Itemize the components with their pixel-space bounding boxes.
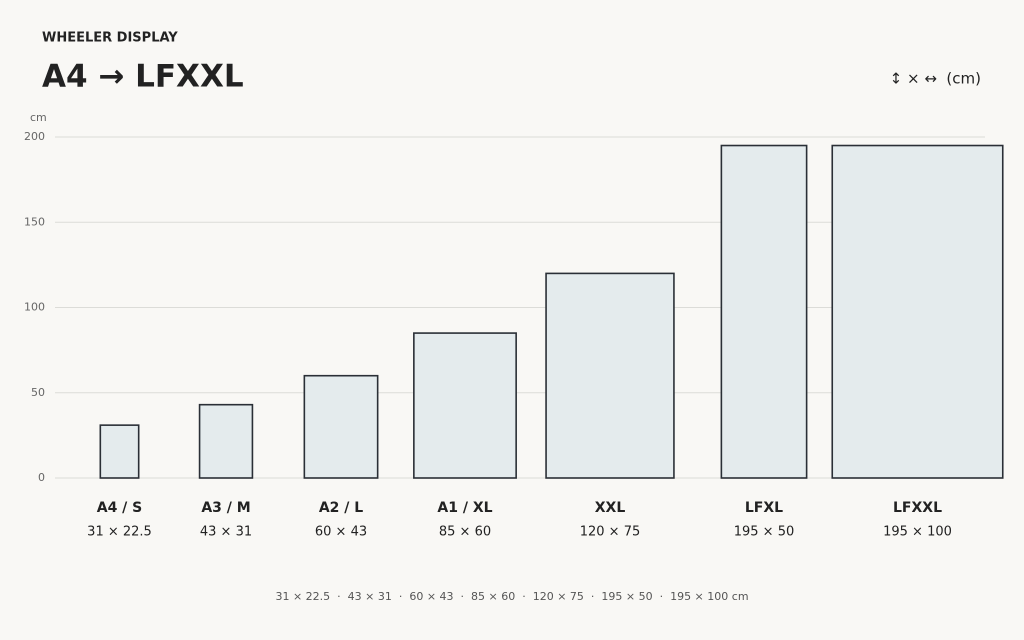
bar: [99, 424, 140, 479]
footnote: 31 × 22.5 · 43 × 31 · 60 × 43 · 85 × 60 …: [275, 590, 748, 603]
x-tick-label: LFXL: [745, 500, 783, 516]
dimension-label: 195 × 100: [883, 525, 952, 540]
x-tick-label: A4 / S: [97, 500, 143, 516]
dimension-label: 195 × 50: [734, 525, 795, 540]
x-tick-label: A2 / L: [319, 500, 363, 516]
bar: [545, 272, 675, 479]
y-tick-label: 150: [24, 215, 45, 228]
bar: [831, 144, 1004, 479]
x-tick-label: LFXXL: [893, 500, 942, 516]
bar: [198, 403, 254, 479]
x-tick-label: A3 / M: [201, 500, 250, 516]
legend: ↕ × ↔ (cm): [890, 70, 981, 88]
bar: [303, 374, 379, 479]
dimension-label: 85 × 60: [439, 525, 491, 540]
dimension-label: 120 × 75: [580, 525, 641, 540]
y-axis-label: cm: [30, 111, 47, 124]
x-tick-label: XXL: [595, 500, 626, 516]
dimension-label: 43 × 31: [200, 525, 252, 540]
bar: [413, 332, 517, 479]
bar: [720, 144, 808, 479]
dimension-label: 31 × 22.5: [87, 525, 152, 540]
y-tick-label: 0: [38, 471, 45, 484]
x-tick-label: A1 / XL: [437, 500, 492, 516]
chart-subtitle: WHEELER DISPLAY: [42, 31, 178, 46]
y-tick-label: 200: [24, 130, 45, 143]
y-tick-label: 100: [24, 301, 45, 314]
chart-title: A4 → LFXXL: [42, 59, 244, 95]
dimension-label: 60 × 43: [315, 525, 367, 540]
y-tick-label: 50: [31, 386, 45, 399]
